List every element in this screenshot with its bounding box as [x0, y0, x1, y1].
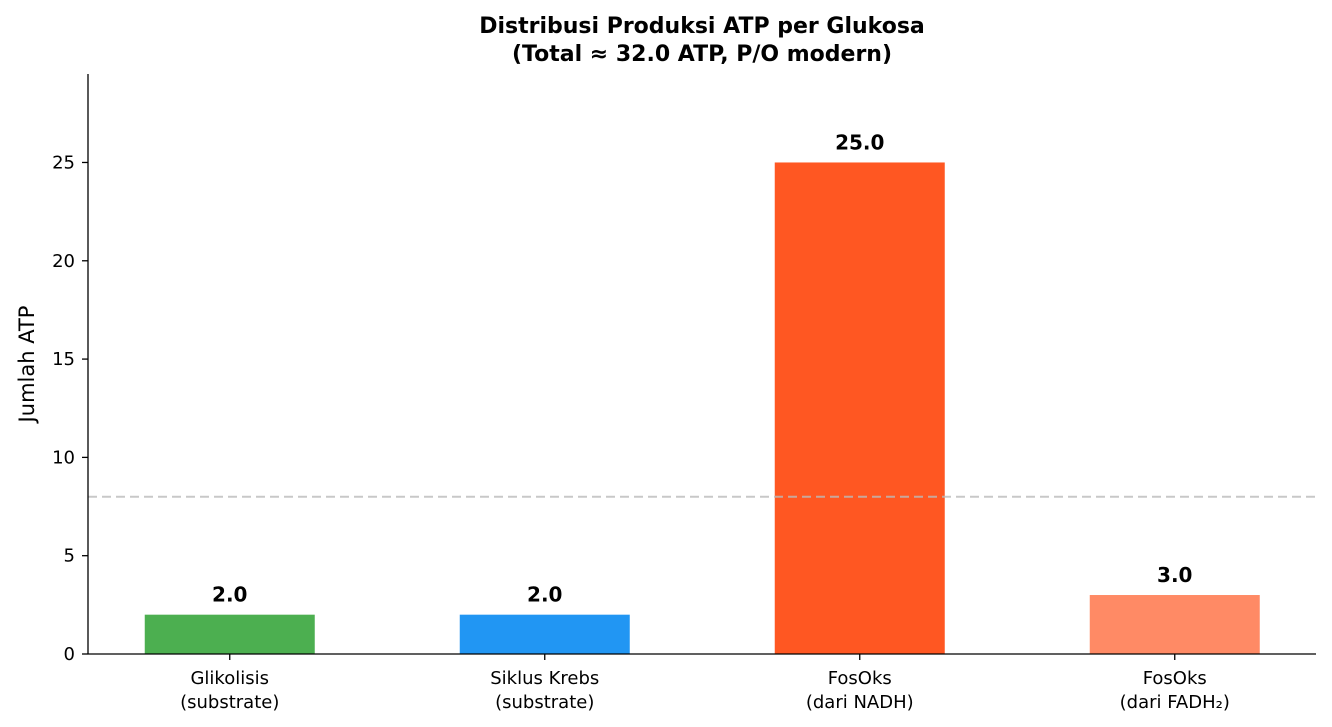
chart-title: Distribusi Produksi ATP per Glukosa [479, 14, 925, 39]
value-label: 2.0 [527, 583, 562, 607]
y-tick-label: 15 [52, 349, 75, 370]
x-tick-label: FosOks (dari NADH) [806, 668, 914, 713]
y-tick-label: 5 [64, 546, 75, 567]
y-axis-label: Jumlah ATP [15, 306, 39, 425]
x-tick-label: Siklus Krebs (substrate) [490, 668, 599, 713]
value-label: 25.0 [835, 130, 884, 154]
bar [459, 614, 630, 654]
y-tick-label: 20 [52, 251, 75, 272]
bar [774, 162, 945, 654]
bar [1089, 595, 1260, 654]
y-tick-label: 25 [52, 152, 75, 173]
chart-subtitle: (Total ≈ 32.0 ATP, P/O modern) [512, 42, 892, 67]
y-tick-label: 0 [64, 644, 75, 665]
x-tick-label: FosOks (dari FADH₂) [1120, 668, 1230, 713]
value-label: 2.0 [212, 583, 247, 607]
value-label: 3.0 [1157, 563, 1192, 587]
y-tick-label: 10 [52, 447, 75, 468]
x-tick-label: Glikolisis (substrate) [180, 668, 279, 713]
bar [144, 614, 315, 654]
